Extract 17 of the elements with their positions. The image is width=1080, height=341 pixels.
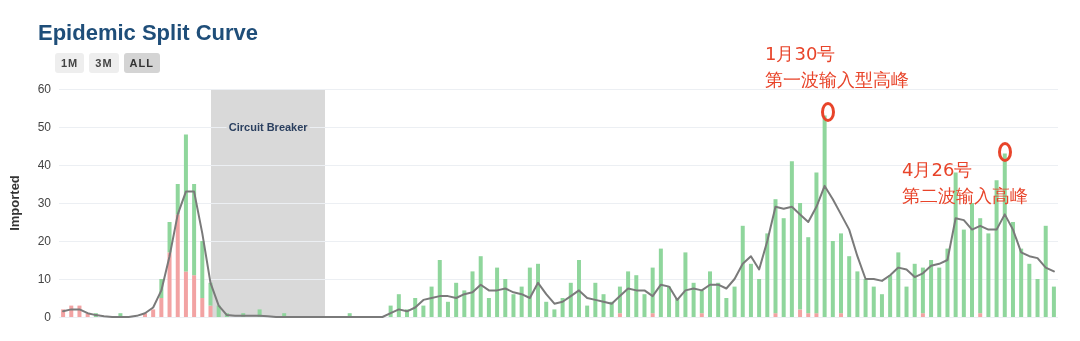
text: ALL xyxy=(123,53,160,73)
text: 1月30号 xyxy=(765,42,836,66)
y-tick-label: 10 xyxy=(37,272,52,286)
y-tick-label: 40 xyxy=(37,158,52,172)
chart-title: Epidemic Split Curve xyxy=(38,19,259,45)
annotation: Circuit Breaker xyxy=(226,120,310,134)
annotation: 第二波输入高峰 xyxy=(902,184,1028,208)
y-tick-label: 0 xyxy=(44,310,52,324)
annotation: 第一波输入型高峰 xyxy=(765,68,909,92)
text: 1M xyxy=(55,53,85,73)
y-tick-label: 60 xyxy=(37,82,52,96)
y-tick-label: 50 xyxy=(37,120,52,134)
annotation: 4月26号 xyxy=(902,158,973,182)
y-axis-title: Imported xyxy=(7,175,22,231)
y-tick-label: 30 xyxy=(37,196,52,210)
text: 3M xyxy=(89,53,119,73)
y-tick-label: 20 xyxy=(37,234,52,248)
